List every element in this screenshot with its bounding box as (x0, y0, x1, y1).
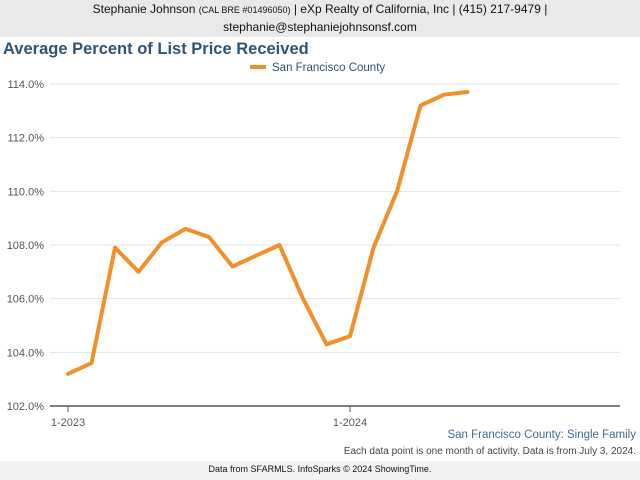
agent-email: stephanie@stephaniejohnsonsf.com (223, 20, 417, 34)
y-tick-label: 104.0% (7, 347, 45, 359)
y-axis-ticks: 102.0% 104.0% 106.0% 108.0% 110.0% 112.0% 114.… (7, 79, 45, 413)
agent-name: Stephanie Johnson (92, 2, 196, 16)
grid-lines (50, 83, 620, 353)
x-axis-ticks: 1-2023 1-2024 (51, 406, 367, 429)
y-tick-label: 102.0% (7, 401, 45, 413)
series-line-san-francisco-county (66, 90, 470, 376)
chart-subtitle: San Francisco County: Single Family (447, 429, 636, 441)
y-tick-label: 108.0% (7, 240, 45, 252)
legend-swatch (250, 64, 266, 69)
y-tick-label: 106.0% (7, 294, 45, 306)
data-note: Each data point is one month of activity… (343, 446, 636, 457)
chart-title: Average Percent of List Price Received (3, 40, 309, 58)
y-tick-label: 110.0% (8, 186, 45, 198)
agent-company-phone: | eXp Realty of California, Inc | (415) … (293, 2, 548, 16)
agent-header-line-1: Stephanie Johnson (CAL BRE #01496050) | … (0, 1, 640, 19)
y-tick-label: 112.0% (8, 133, 45, 145)
legend-label: San Francisco County (272, 62, 386, 74)
y-tick-label: 114.0% (8, 79, 45, 91)
agent-license: (CAL BRE #01496050) (198, 5, 291, 15)
agent-header: Stephanie Johnson (CAL BRE #01496050) | … (0, 0, 640, 37)
legend: San Francisco County (250, 62, 385, 78)
x-tick-label: 1-2024 (333, 417, 367, 429)
x-tick-label: 1-2023 (51, 417, 85, 429)
footer-credit: Data from SFARMLS. InfoSparks © 2024 Sho… (208, 464, 432, 474)
footer-band (0, 461, 640, 480)
